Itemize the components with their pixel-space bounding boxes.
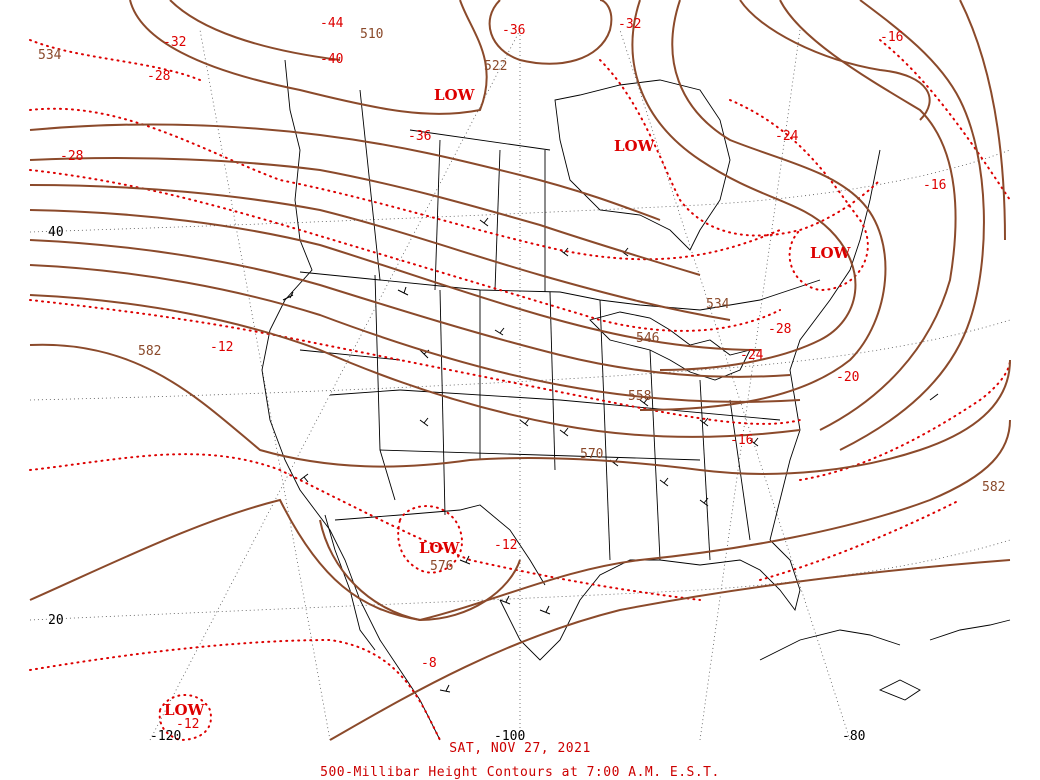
temp-label: -16 [880, 30, 903, 45]
grid-labels: 40 20 -120 -100 -80 [48, 225, 865, 744]
latitude-label: 40 [48, 225, 64, 240]
height-label: 582 [138, 344, 161, 359]
temperature-labels: -44 -32 -28 -40 -36 -32 -36 -28 -24 -16 … [60, 16, 946, 732]
temp-label: -36 [502, 23, 525, 38]
height-label: 510 [360, 27, 383, 42]
height-label: 570 [580, 447, 603, 462]
low-center-label: LOW [419, 539, 461, 557]
longitude-label: -100 [494, 729, 525, 744]
low-center-label: LOW [810, 244, 852, 262]
lat-lon-grid [29, 29, 1011, 741]
temperature-isotherms [29, 39, 1011, 742]
temp-label: -32 [163, 35, 186, 50]
wind-barbs [282, 217, 939, 693]
latitude-label: 20 [48, 613, 64, 628]
height-label: 582 [982, 480, 1005, 495]
map-date: SAT, NOV 27, 2021 [449, 741, 591, 756]
temp-label: -28 [147, 69, 170, 84]
height-label: 546 [636, 331, 659, 346]
temp-label: -12 [176, 717, 199, 732]
temp-label: -44 [320, 16, 344, 31]
temp-label: -28 [60, 149, 83, 164]
longitude-label: -80 [842, 729, 865, 744]
low-center-label: LOW [164, 701, 206, 719]
temp-label: -8 [421, 656, 437, 671]
height-labels: 534 510 522 534 546 558 570 582 582 576 [38, 27, 1005, 574]
temp-label: -24 [775, 129, 799, 144]
height-label: 576 [430, 559, 453, 574]
temp-label: -16 [923, 178, 946, 193]
height-contours [29, 0, 1011, 741]
height-label: 522 [484, 59, 507, 74]
low-pressure-centers: LOW LOW LOW LOW LOW [164, 86, 852, 719]
temp-label: -12 [210, 340, 233, 355]
longitude-label: -120 [150, 729, 181, 744]
height-label: 534 [706, 297, 730, 312]
height-label: 558 [628, 389, 651, 404]
temp-label: -24 [740, 348, 764, 363]
temp-label: -32 [618, 17, 641, 32]
temp-label: -36 [408, 129, 431, 144]
low-center-label: LOW [434, 86, 476, 104]
height-label: 534 [38, 48, 62, 63]
map-title: 500-Millibar Height Contours at 7:00 A.M… [320, 765, 720, 780]
temp-label: -28 [768, 322, 791, 337]
temp-label: -40 [320, 52, 343, 67]
temp-label: -16 [730, 433, 753, 448]
low-center-label: LOW [614, 137, 656, 155]
temp-label: -12 [494, 538, 517, 553]
temp-label: -20 [836, 370, 859, 385]
